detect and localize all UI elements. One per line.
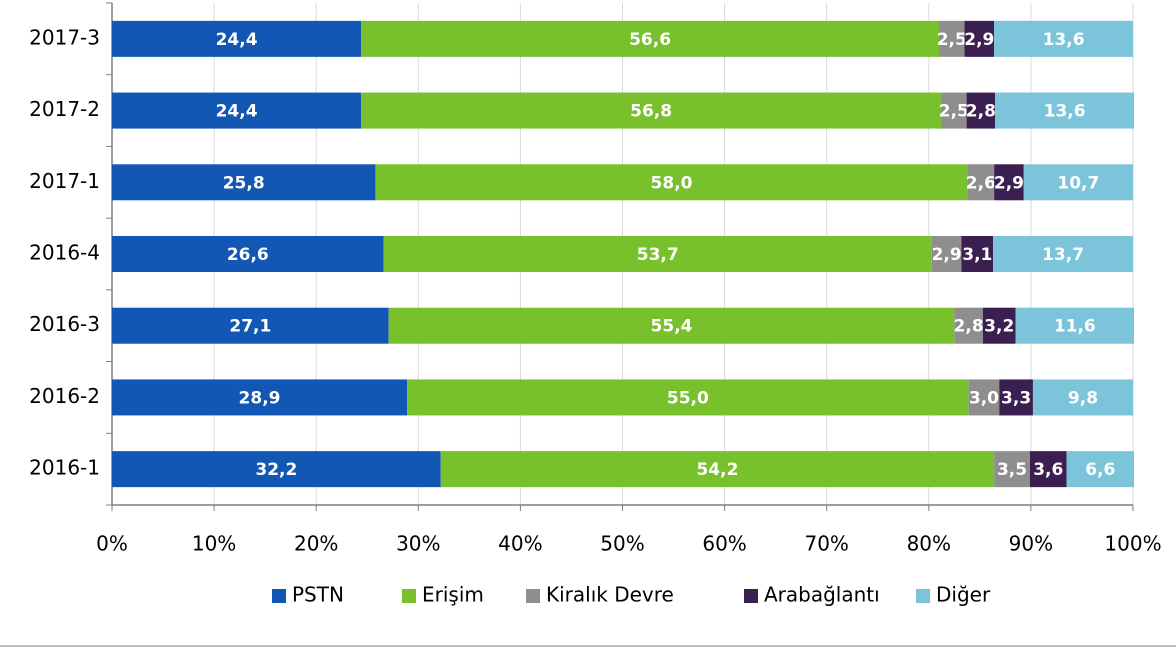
- bar-segment: [112, 379, 408, 416]
- value-label: 25,8: [223, 173, 265, 193]
- value-label: 2,9: [932, 245, 962, 265]
- bar-segment: [383, 236, 932, 272]
- bar-segment: [1023, 164, 1133, 201]
- bar-segment: [1029, 451, 1067, 488]
- bar-segment: [994, 451, 1030, 488]
- value-label: 58,0: [651, 173, 693, 193]
- value-label: 28,9: [239, 388, 281, 408]
- value-label: 24,4: [216, 102, 258, 122]
- legend-label: PSTN: [292, 583, 344, 607]
- bar-segment: [1015, 307, 1135, 344]
- value-label: 2,8: [954, 317, 984, 337]
- bar-segment: [931, 236, 962, 272]
- bar-segment: [994, 20, 1133, 57]
- bar-segment: [361, 92, 942, 129]
- y-tick-label: 2017-1: [29, 169, 100, 193]
- legend-label: Kiralık Devre: [546, 583, 674, 607]
- legend-label: Arabağlantı: [764, 583, 880, 607]
- x-tick-label: 60%: [702, 532, 746, 556]
- bar-segment: [995, 92, 1135, 129]
- x-tick-label: 80%: [907, 532, 951, 556]
- bar-segment: [1032, 379, 1133, 416]
- bar-segment: [112, 164, 376, 201]
- legend-swatch: [916, 589, 930, 603]
- bar-segment: [967, 164, 995, 201]
- y-tick-label: 2016-2: [29, 384, 100, 408]
- bar-segment: [112, 236, 384, 272]
- value-label: 2,9: [964, 30, 994, 50]
- value-label: 2,5: [939, 102, 969, 122]
- value-label: 56,6: [629, 30, 671, 50]
- bar-segment: [993, 236, 1133, 272]
- y-tick-label: 2017-3: [29, 25, 100, 49]
- value-label: 2,9: [994, 173, 1024, 193]
- bar-segment: [964, 20, 995, 57]
- legend-swatch: [272, 589, 286, 603]
- x-tick-label: 40%: [498, 532, 542, 556]
- value-label: 55,4: [651, 317, 693, 337]
- x-tick-label: 10%: [192, 532, 236, 556]
- bar-segment: [112, 307, 389, 344]
- value-label: 13,7: [1042, 245, 1084, 265]
- value-label: 2,6: [966, 173, 996, 193]
- bar-segment: [994, 164, 1024, 201]
- x-tick-label: 0%: [96, 532, 128, 556]
- value-label: 24,4: [216, 30, 258, 50]
- value-label: 3,0: [969, 388, 999, 408]
- bar-segment: [954, 307, 983, 344]
- y-tick-label: 2017-2: [29, 97, 100, 121]
- bar-segment: [388, 307, 955, 344]
- legend-label: Diğer: [936, 583, 991, 607]
- x-tick-label: 100%: [1104, 532, 1161, 556]
- value-label: 3,1: [962, 245, 992, 265]
- x-tick-label: 90%: [1009, 532, 1053, 556]
- bar-segment: [939, 20, 965, 57]
- value-label: 27,1: [229, 317, 271, 337]
- bar-segment: [112, 451, 441, 488]
- legend-label: Erişim: [422, 583, 484, 607]
- value-label: 6,6: [1085, 460, 1115, 480]
- x-tick-label: 30%: [396, 532, 440, 556]
- value-label: 2,5: [937, 30, 967, 50]
- bar-segment: [961, 236, 994, 272]
- bar-segment: [966, 92, 996, 129]
- bar-segment: [375, 164, 968, 201]
- bar-segment: [112, 92, 362, 129]
- bar-segment: [361, 20, 940, 57]
- bar-segment: [440, 451, 995, 488]
- value-label: 10,7: [1057, 173, 1099, 193]
- x-tick-label: 50%: [600, 532, 644, 556]
- legend-swatch: [526, 589, 540, 603]
- value-label: 26,6: [227, 245, 269, 265]
- y-tick-label: 2016-4: [29, 241, 100, 265]
- value-label: 9,8: [1068, 388, 1098, 408]
- bar-segment: [407, 379, 969, 416]
- bar-segment: [968, 379, 1000, 416]
- bar-segment: [999, 379, 1033, 416]
- value-label: 56,8: [630, 102, 672, 122]
- value-label: 3,3: [1001, 388, 1031, 408]
- value-label: 3,5: [997, 460, 1027, 480]
- value-label: 3,2: [984, 317, 1014, 337]
- value-label: 13,6: [1043, 30, 1085, 50]
- bar-segment: [112, 20, 362, 57]
- value-label: 2,8: [966, 102, 996, 122]
- value-label: 13,6: [1044, 102, 1086, 122]
- bar-segment: [941, 92, 967, 129]
- legend-swatch: [402, 589, 416, 603]
- legend-swatch: [744, 589, 758, 603]
- value-label: 55,0: [667, 388, 709, 408]
- value-label: 53,7: [637, 245, 679, 265]
- value-label: 3,6: [1033, 460, 1063, 480]
- value-label: 11,6: [1054, 317, 1096, 337]
- x-tick-label: 70%: [804, 532, 848, 556]
- x-tick-label: 20%: [294, 532, 338, 556]
- bar-segment: [982, 307, 1016, 344]
- y-tick-label: 2016-3: [29, 312, 100, 336]
- y-tick-label: 2016-1: [29, 456, 100, 480]
- value-label: 54,2: [696, 460, 738, 480]
- value-label: 32,2: [255, 460, 297, 480]
- bar-segment: [1066, 451, 1135, 488]
